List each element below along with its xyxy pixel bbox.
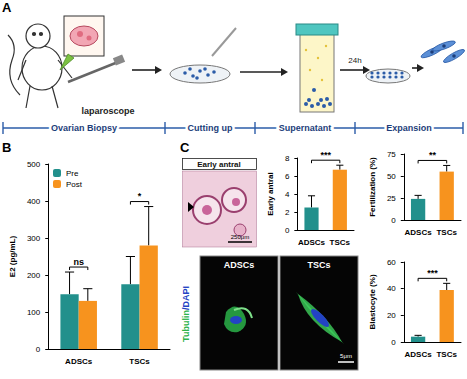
svg-text:0: 0	[391, 338, 396, 347]
svg-text:*: *	[138, 191, 142, 201]
svg-text:75: 75	[387, 150, 396, 159]
svg-text:Blastocyte (%): Blastocyte (%)	[368, 274, 377, 329]
svg-text:Ovarian Biopsy: Ovarian Biopsy	[51, 123, 117, 133]
svg-text:Fertilization (%): Fertilization (%)	[368, 157, 377, 217]
svg-text:***: ***	[427, 268, 438, 278]
svg-text:250μm: 250μm	[231, 234, 249, 240]
svg-text:60: 60	[387, 258, 396, 267]
svg-text:0: 0	[285, 226, 290, 235]
svg-text:Early antral: Early antral	[197, 160, 241, 169]
svg-text:TSCs: TSCs	[330, 238, 351, 247]
svg-text:500: 500	[27, 160, 41, 169]
svg-text:6: 6	[285, 172, 290, 181]
svg-text:Post: Post	[66, 180, 83, 189]
svg-text:TSCs: TSCs	[436, 228, 457, 237]
svg-text:200: 200	[27, 271, 41, 280]
svg-text:50: 50	[387, 172, 396, 181]
svg-text:25: 25	[387, 194, 396, 203]
svg-text:Cutting up: Cutting up	[188, 123, 233, 133]
svg-text:ADSCs: ADSCs	[298, 238, 326, 247]
svg-text:TSCs: TSCs	[129, 357, 150, 366]
svg-text:Supernatant: Supernatant	[279, 123, 332, 133]
svg-text:ADSCs: ADSCs	[65, 357, 93, 366]
svg-text:24h: 24h	[348, 56, 361, 65]
svg-text:40: 40	[387, 284, 396, 293]
svg-text:ADSCs: ADSCs	[405, 350, 433, 359]
svg-text:ADSCs: ADSCs	[405, 228, 433, 237]
svg-text:TSCs: TSCs	[436, 350, 457, 359]
svg-text:Tubulin/DAPI: Tubulin/DAPI	[181, 286, 191, 342]
svg-text:TSCs: TSCs	[307, 260, 330, 270]
svg-text:0: 0	[391, 216, 396, 225]
svg-text:C: C	[180, 140, 190, 155]
svg-text:E2 (pg/mL): E2 (pg/mL)	[8, 236, 17, 278]
svg-text:300: 300	[27, 234, 41, 243]
svg-text:5μm: 5μm	[340, 353, 352, 359]
svg-text:100: 100	[27, 308, 41, 317]
svg-text:4: 4	[285, 190, 290, 199]
svg-text:Pre: Pre	[66, 169, 79, 178]
svg-text:ns: ns	[73, 257, 84, 267]
svg-text:A: A	[2, 0, 12, 15]
svg-text:***: ***	[320, 150, 331, 160]
svg-text:400: 400	[27, 197, 41, 206]
svg-text:**: **	[429, 150, 437, 160]
svg-text:ADSCs: ADSCs	[224, 260, 255, 270]
svg-text:20: 20	[387, 311, 396, 320]
svg-text:2: 2	[285, 208, 290, 217]
svg-text:8: 8	[285, 154, 290, 163]
svg-text:Expansion: Expansion	[386, 123, 432, 133]
svg-text:laparoscope: laparoscope	[81, 106, 134, 116]
svg-text:Early antral: Early antral	[266, 172, 275, 216]
svg-text:0: 0	[36, 345, 41, 354]
svg-text:B: B	[2, 140, 11, 155]
